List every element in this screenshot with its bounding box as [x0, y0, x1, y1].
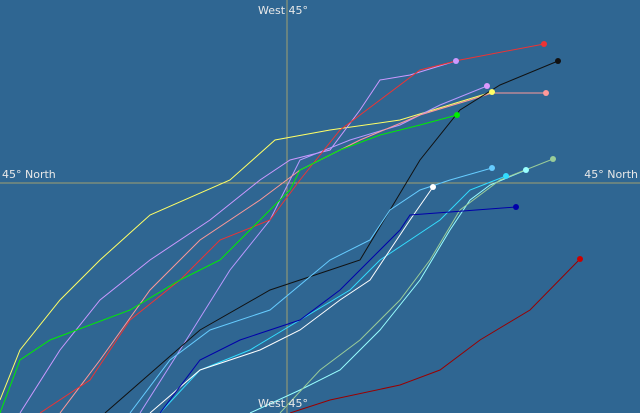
track	[149, 186, 434, 413]
track-end	[454, 112, 460, 118]
track-end	[550, 156, 556, 162]
track	[279, 158, 554, 413]
track-end	[513, 204, 519, 210]
track	[0, 114, 458, 413]
track	[249, 169, 527, 413]
track-end	[523, 167, 529, 173]
track	[39, 43, 545, 413]
track-end	[489, 165, 495, 171]
track-end	[430, 184, 436, 190]
track-end	[503, 173, 509, 179]
track	[139, 85, 488, 413]
track-end	[555, 58, 561, 64]
parallel-label-left: 45° North	[2, 168, 56, 181]
track	[289, 258, 581, 413]
track	[104, 60, 559, 413]
parallel-label-right: 45° North	[584, 168, 638, 181]
tracks	[0, 43, 581, 413]
track-end	[543, 90, 549, 96]
track-end	[484, 83, 490, 89]
meridian-label-top: West 45°	[258, 4, 308, 17]
track-end	[577, 256, 583, 262]
track	[0, 91, 493, 401]
track-end	[489, 89, 495, 95]
track	[19, 60, 457, 413]
track-end	[453, 58, 459, 64]
track-ends	[430, 41, 583, 262]
track-end	[541, 41, 547, 47]
meridian-label-bottom: West 45°	[258, 397, 308, 410]
track	[159, 175, 507, 413]
track	[159, 206, 517, 413]
